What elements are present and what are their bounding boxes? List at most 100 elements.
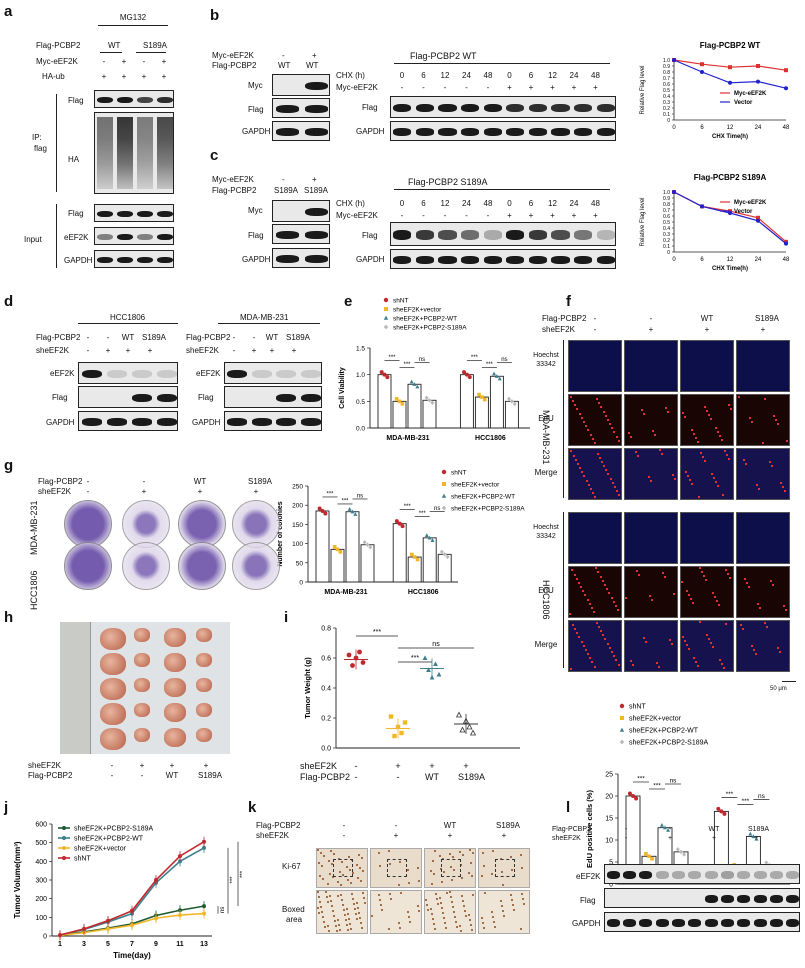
edu-dot (648, 476, 650, 478)
ki67-dot (361, 857, 363, 859)
sig-label: ns (434, 506, 440, 512)
c-left-gapdh-blot-band (304, 255, 329, 263)
ki67-dot (491, 873, 493, 875)
ki67-dot (351, 893, 353, 895)
k-flag-0: - (342, 821, 346, 830)
a-myc-3: + (161, 57, 167, 66)
data-point (154, 878, 158, 882)
a-ip-flag-blot-band (97, 96, 113, 104)
ki67-dot (484, 892, 486, 894)
d1-gapdh-blot-band (131, 418, 152, 426)
edu-dot (695, 437, 697, 439)
edu-dot (579, 467, 581, 469)
data-point (58, 933, 62, 938)
ki67-dot (327, 925, 329, 927)
b-right-gapdh-blot-band (438, 128, 457, 136)
edu-dot (685, 471, 687, 473)
edu-dot (600, 630, 602, 632)
bar (437, 553, 452, 583)
d1-eef2k-blot-band (106, 369, 127, 379)
edu-dot (777, 647, 779, 649)
ki67-dot (348, 856, 350, 858)
f-sh-3: + (760, 325, 766, 334)
ruler (60, 622, 91, 754)
ki67-dot (336, 930, 338, 932)
ki67-dot (494, 926, 496, 928)
y-tick-label: 10 (605, 838, 613, 845)
ki67-dot (323, 855, 325, 857)
data-point (130, 908, 134, 913)
ki67-dot (356, 902, 358, 904)
ki67-dot (341, 861, 343, 863)
ki67-dot (364, 902, 366, 904)
edu-dot (730, 408, 732, 410)
data-point (202, 904, 206, 909)
d2-eef2k-blot-band (227, 369, 248, 379)
data-point (424, 533, 429, 537)
panel-label-g: g (4, 457, 14, 474)
i-flag-3: S189A (458, 772, 486, 782)
edu-dot (717, 431, 719, 433)
edu-dot (740, 624, 742, 626)
ki67-dot (327, 883, 329, 885)
data-point (388, 714, 394, 719)
ki67-dot (491, 911, 493, 913)
ki67-dot (318, 912, 320, 914)
l-flag-3: S189A (748, 826, 770, 833)
legend-label: shNT (451, 470, 467, 477)
c-myc-3: - (465, 211, 468, 220)
edu-dot (727, 573, 729, 575)
edu-dot (582, 590, 584, 592)
edu-dot (704, 460, 706, 462)
edu-dot (753, 649, 755, 651)
d1-eef2k-blot (78, 362, 178, 384)
edu-dot (589, 657, 591, 659)
ki67-dot (513, 909, 515, 911)
b-left-myc-blot (272, 74, 330, 96)
y-tick-label: 0.2 (321, 716, 331, 723)
h-flag-2: WT (165, 771, 179, 780)
sig-label: *** (230, 876, 236, 884)
tumor (100, 678, 126, 701)
sig-label: ns (501, 357, 507, 363)
f-sh-1: + (648, 325, 654, 334)
data-point (627, 791, 632, 796)
b-right-flag-blot-band (393, 103, 412, 113)
ki67-dot (481, 917, 483, 919)
c-right-flag-blot-band (528, 230, 547, 240)
ki67-dot (453, 911, 455, 913)
k-sh-0: - (342, 831, 346, 840)
edu-dot (578, 636, 580, 638)
data-point (663, 825, 667, 830)
y-tick-label: 0.2 (663, 106, 670, 112)
d2-flag-0: - (232, 333, 236, 342)
data-point (427, 398, 432, 403)
edu-dot (603, 411, 605, 413)
data-point (335, 547, 340, 552)
c-myc-8: + (571, 211, 577, 220)
ki67-dot (361, 927, 363, 929)
ki67-dot (520, 928, 522, 930)
edu-dot (594, 442, 596, 444)
c-right-flag-blot-band (574, 230, 593, 240)
d2-gapdh-blot-band (276, 418, 297, 426)
l-gapdh-blot-band (622, 919, 637, 927)
l-eef2k-blot-band (769, 871, 784, 879)
data-point (395, 724, 401, 730)
edu-dot (719, 659, 721, 661)
g-flag-0: - (86, 477, 90, 486)
ki67-dot (335, 925, 337, 927)
data-point (360, 660, 366, 665)
edu-dot (643, 637, 645, 639)
h-flag-0: - (110, 771, 114, 780)
f-image-0-2 (680, 340, 734, 392)
b-myc-9: + (593, 83, 598, 92)
edu-dot (609, 647, 611, 649)
tumor (164, 628, 186, 647)
l-gapdh-blot-band (769, 919, 784, 927)
tumor (134, 703, 150, 717)
ki67-dot (456, 926, 458, 928)
ki67-dot (441, 881, 443, 883)
legend-label: sheEF2K+PCBP2-S189A (629, 740, 709, 747)
